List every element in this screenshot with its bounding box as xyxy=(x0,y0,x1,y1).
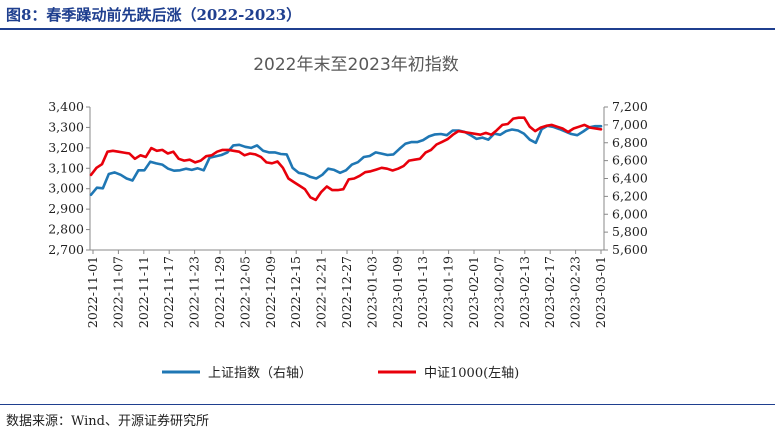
legend: 上证指数（右轴） 中证1000(左轴) xyxy=(162,366,519,381)
legend-label-csi1000: 中证1000(左轴) xyxy=(424,366,519,381)
right-tick-label: 6,600 xyxy=(612,153,648,168)
x-tick-label: 2022-12-15 xyxy=(288,256,303,328)
right-tick-label: 5,600 xyxy=(612,242,648,257)
x-tick-label: 2022-11-11 xyxy=(136,256,151,328)
x-tick-label: 2022-11-01 xyxy=(85,256,100,328)
x-tick-label: 2022-12-27 xyxy=(339,256,354,328)
right-tick-label: 7,000 xyxy=(612,117,648,132)
left-tick-label: 3,100 xyxy=(48,160,84,175)
x-tick-label: 2023-02-23 xyxy=(568,256,583,328)
x-tick-label: 2023-02-07 xyxy=(491,256,506,328)
axes: 2,700 2,800 2,900 3,000 3,100 3,200 3,300 3,400… xyxy=(48,99,648,328)
x-tick-label: 2022-12-21 xyxy=(314,256,329,328)
series-line-sse xyxy=(89,124,603,197)
left-tick-label: 3,400 xyxy=(48,99,84,114)
right-tick-label: 5,800 xyxy=(612,224,648,239)
x-tick-label: 2023-02-01 xyxy=(466,256,481,328)
legend-label-sse: 上证指数（右轴） xyxy=(208,366,312,381)
x-tick-label: 2023-01-19 xyxy=(441,256,456,328)
x-tick-label: 2023-02-13 xyxy=(517,256,532,328)
x-tick-label: 2022-11-07 xyxy=(110,256,125,328)
figure-title: 图8：春季躁动前先跌后涨（2022-2023） xyxy=(6,6,302,24)
series-layer xyxy=(89,116,603,202)
left-tick-label: 2,700 xyxy=(48,242,84,257)
right-tick-label: 6,800 xyxy=(612,135,648,150)
footer-rule xyxy=(0,404,775,405)
x-tick-label: 2022-11-23 xyxy=(187,256,202,328)
x-tick-label: 2022-12-09 xyxy=(263,256,278,328)
title-rule xyxy=(0,28,775,30)
left-tick-label: 3,000 xyxy=(48,181,84,196)
source-note: 数据来源：Wind、开源证券研究所 xyxy=(6,414,209,429)
x-tick-label: 2023-02-17 xyxy=(542,256,557,328)
x-tick-label: 2023-01-13 xyxy=(415,256,430,328)
left-tick-label: 3,200 xyxy=(48,140,84,155)
right-tick-label: 6,400 xyxy=(612,171,648,186)
series-line-csi1000 xyxy=(89,116,603,202)
x-tick-label: 2022-11-29 xyxy=(212,256,227,328)
right-tick-label: 6,000 xyxy=(612,206,648,221)
right-tick-label: 6,200 xyxy=(612,188,648,203)
x-tick-label: 2022-12-05 xyxy=(237,256,252,328)
right-tick-label: 7,200 xyxy=(612,99,648,114)
left-tick-label: 2,900 xyxy=(48,201,84,216)
x-tick-label: 2023-01-03 xyxy=(364,256,379,328)
left-tick-label: 3,300 xyxy=(48,119,84,134)
line-chart: 2022年末至2023年初指数 2,700 2,800 2,900 3,000 3,10… xyxy=(48,55,648,381)
left-tick-label: 2,800 xyxy=(48,222,84,237)
x-tick-label: 2022-11-17 xyxy=(161,256,176,328)
chart-title: 2022年末至2023年初指数 xyxy=(253,55,459,75)
x-tick-label: 2023-03-01 xyxy=(593,256,608,328)
x-tick-label: 2023-01-09 xyxy=(390,256,405,328)
